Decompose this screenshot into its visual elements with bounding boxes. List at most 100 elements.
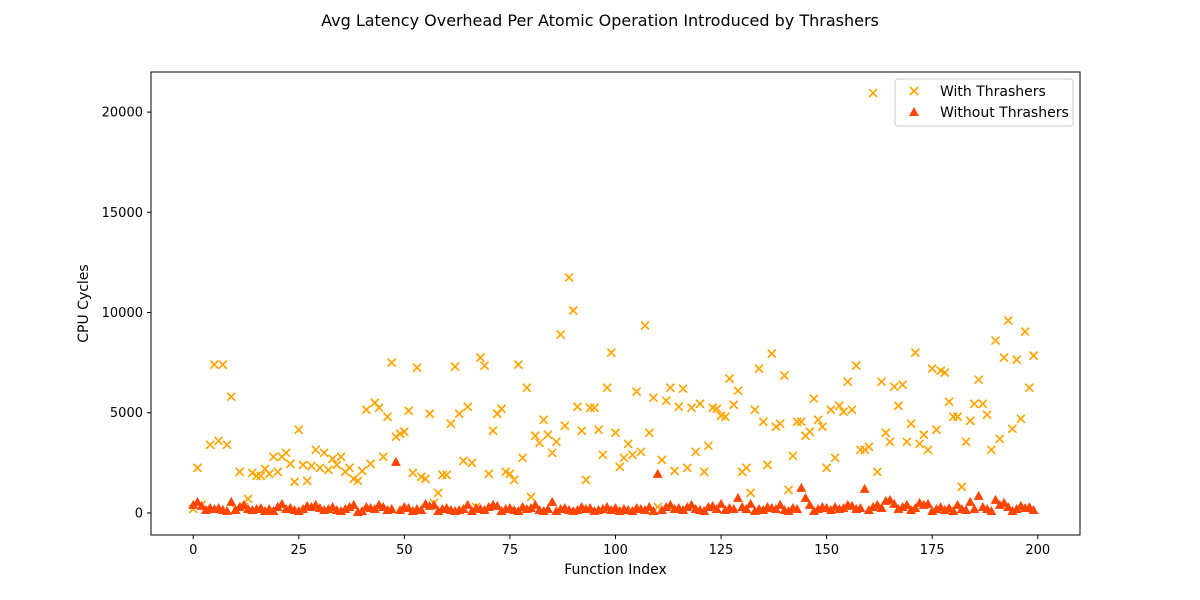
point-without-thrashers [922, 498, 933, 508]
point-with-thrashers [205, 440, 215, 450]
x-tick-label: 125 [709, 543, 734, 558]
point-without-thrashers [656, 504, 667, 514]
point-with-thrashers [678, 384, 688, 394]
point-with-thrashers [632, 387, 642, 397]
point-with-thrashers [323, 465, 333, 475]
point-with-thrashers [450, 362, 460, 372]
point-with-thrashers [1024, 383, 1034, 393]
point-with-thrashers [952, 412, 963, 422]
point-with-thrashers [192, 463, 203, 473]
point-with-thrashers [615, 462, 625, 472]
point-with-thrashers [568, 305, 578, 316]
point-without-thrashers [965, 496, 976, 506]
point-with-thrashers [754, 364, 764, 374]
point-with-thrashers [1028, 351, 1039, 361]
point-without-thrashers [416, 504, 427, 514]
x-tick-label: 25 [291, 543, 308, 558]
point-without-thrashers [640, 504, 651, 514]
point-with-thrashers [720, 412, 730, 422]
point-without-thrashers [728, 503, 739, 513]
point-with-thrashers [382, 412, 393, 422]
point-without-thrashers [800, 492, 811, 502]
point-with-thrashers [623, 439, 633, 449]
point-with-thrashers [1003, 315, 1013, 326]
point-with-thrashers [496, 404, 507, 414]
legend: With Thrashers Without Thrashers [894, 78, 1074, 127]
point-with-thrashers [898, 380, 908, 390]
point-with-thrashers [682, 463, 692, 473]
point-without-thrashers [716, 498, 727, 508]
point-with-thrashers [919, 430, 929, 440]
series-with-thrashers [188, 88, 1039, 514]
point-with-thrashers [914, 439, 925, 449]
point-with-thrashers [957, 482, 967, 492]
y-tick-label: 0 [135, 506, 143, 521]
point-without-thrashers [855, 502, 866, 512]
point-without-thrashers [192, 496, 203, 506]
point-with-thrashers [657, 455, 667, 465]
point-with-thrashers [467, 458, 477, 468]
x-tick-label: 0 [189, 543, 197, 558]
point-with-thrashers [543, 430, 553, 440]
point-with-thrashers [699, 467, 709, 477]
point-with-thrashers [990, 335, 1001, 346]
point-with-thrashers [636, 447, 646, 457]
point-with-thrashers [281, 448, 291, 458]
point-without-thrashers [686, 499, 697, 509]
point-with-thrashers [273, 467, 283, 477]
point-with-thrashers [1020, 326, 1030, 337]
point-with-thrashers [560, 421, 570, 431]
point-without-thrashers [298, 503, 309, 513]
point-with-thrashers [851, 361, 861, 371]
point-with-thrashers [327, 454, 338, 464]
point-with-thrashers [691, 447, 701, 457]
point-with-thrashers [446, 419, 456, 429]
point-without-thrashers [825, 504, 836, 514]
point-with-thrashers [289, 477, 300, 487]
point-with-thrashers [285, 459, 295, 469]
point-with-thrashers [661, 396, 671, 406]
point-without-thrashers [230, 504, 241, 514]
point-with-thrashers [209, 360, 219, 370]
point-with-thrashers [475, 353, 485, 363]
point-with-thrashers [779, 371, 790, 381]
point-without-thrashers [238, 499, 249, 509]
point-with-thrashers [767, 349, 777, 359]
point-with-thrashers [425, 409, 435, 419]
point-without-thrashers [969, 503, 980, 513]
point-with-thrashers [420, 474, 431, 484]
point-with-thrashers [923, 445, 933, 455]
point-with-thrashers [399, 427, 409, 437]
point-with-thrashers [674, 402, 684, 412]
point-with-thrashers [670, 466, 680, 476]
point-with-thrashers [762, 460, 773, 470]
point-with-thrashers [463, 402, 473, 412]
legend-label-with-thrashers: With Thrashers [940, 84, 1046, 100]
point-without-thrashers [479, 504, 490, 514]
point-with-thrashers [311, 445, 321, 455]
point-without-thrashers [884, 494, 895, 504]
point-with-thrashers [927, 364, 937, 374]
y-tick-label: 15000 [102, 206, 143, 221]
point-with-thrashers [961, 437, 971, 447]
point-with-thrashers [412, 363, 422, 373]
point-with-thrashers [627, 450, 637, 460]
point-without-thrashers [998, 497, 1009, 507]
point-with-thrashers [247, 468, 257, 478]
point-without-thrashers [889, 498, 900, 508]
point-with-thrashers [758, 417, 768, 427]
point-with-thrashers [408, 468, 418, 478]
point-with-thrashers [378, 452, 388, 462]
point-with-thrashers [534, 438, 545, 448]
plot-frame [150, 71, 1081, 536]
x-tick-label: 200 [1025, 543, 1050, 558]
point-with-thrashers [332, 460, 342, 470]
point-with-thrashers [940, 368, 950, 378]
point-without-thrashers [990, 494, 1001, 504]
series-without-thrashers [188, 456, 1039, 516]
chart-title: Avg Latency Overhead Per Atomic Operatio… [321, 11, 879, 30]
y-tick-label: 20000 [102, 106, 143, 121]
point-without-thrashers [542, 503, 553, 513]
point-with-thrashers [479, 361, 490, 371]
point-with-thrashers [876, 377, 887, 387]
